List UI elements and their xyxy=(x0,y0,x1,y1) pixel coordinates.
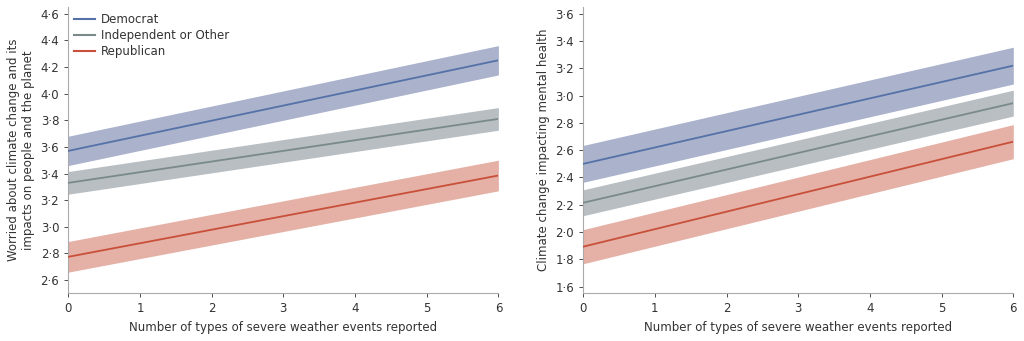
X-axis label: Number of types of severe weather events reported: Number of types of severe weather events… xyxy=(644,321,952,334)
Y-axis label: Climate change impacting mental health: Climate change impacting mental health xyxy=(537,29,550,271)
Legend: Democrat, Independent or Other, Republican: Democrat, Independent or Other, Republic… xyxy=(74,13,229,58)
X-axis label: Number of types of severe weather events reported: Number of types of severe weather events… xyxy=(129,321,437,334)
Y-axis label: Worried about climate change and its
impacts on people and the planet: Worried about climate change and its imp… xyxy=(7,39,35,262)
